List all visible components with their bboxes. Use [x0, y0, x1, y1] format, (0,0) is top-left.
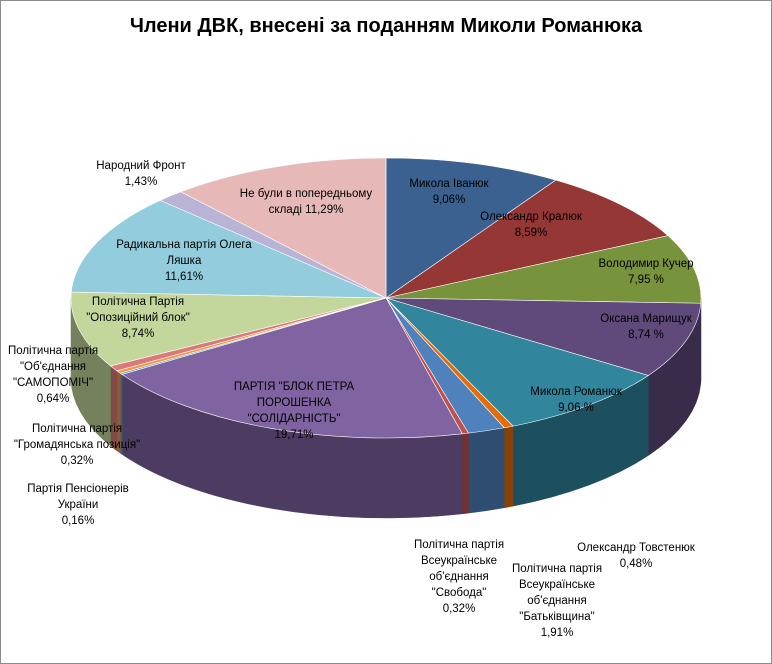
- category-name: Микола Романюк: [530, 386, 622, 398]
- value-label: 0,48%: [619, 558, 653, 570]
- value-label: 9,06%: [432, 194, 466, 206]
- value-label: 0,32%: [60, 455, 94, 467]
- slice-label: Микола Романюк 9,06 %: [511, 384, 641, 416]
- slice-label: Олександр Кралюк 8,59%: [466, 209, 596, 241]
- slice-label: Партія Пенсіонерів України 0,16%: [18, 481, 138, 529]
- slice-label: Радикальна партія Олега Ляшка 11,61%: [114, 237, 254, 285]
- slice-label: Не були в попередньому складі 11,29%: [226, 186, 386, 218]
- chart-title: Члени ДВК, внесені за поданням Миколи Ро…: [129, 15, 643, 37]
- slice-label: Політична партія Всеукраїнське об'єднанн…: [507, 561, 607, 641]
- category-name: Радикальна партія Олега Ляшка: [116, 239, 252, 267]
- category-name: Володимир Кучер: [598, 258, 694, 270]
- value-label: 7,95 %: [628, 274, 664, 286]
- slice: [385, 297, 650, 427]
- value-label: 8,74%: [121, 328, 155, 340]
- slice: [385, 179, 669, 299]
- category-name: Олександр Товстенюк: [577, 542, 695, 554]
- slice-label: Народний Фронт 1,43%: [81, 158, 201, 190]
- value-label: 9,06 %: [558, 402, 594, 414]
- value-label: 8,59%: [514, 227, 548, 239]
- slice: [385, 235, 702, 304]
- value-label: 0,16%: [61, 515, 95, 527]
- value-label: 11,29%: [305, 204, 344, 216]
- category-name: Політична партія Всеукраїнське об'єднанн…: [511, 563, 603, 623]
- category-name: Політична партія "Об'єднання "САМОПОМІЧ": [7, 345, 99, 389]
- slice: [70, 291, 387, 367]
- slice-side: [468, 427, 505, 514]
- slice-label: Політична партія "Об'єднання "САМОПОМІЧ"…: [3, 343, 103, 407]
- slice-label: ПАРТІЯ "БЛОК ПЕТРА ПОРОШЕНКА "СОЛІДАРНІС…: [219, 379, 369, 443]
- category-name: Політична партія "Громадянська позиція": [13, 423, 141, 451]
- category-name: Політична Партія "Опозиційний блок": [86, 296, 190, 324]
- value-label: 0,32%: [442, 603, 476, 615]
- value-label: 8,74 %: [628, 329, 664, 341]
- slice: [180, 157, 387, 299]
- value-label: 11,61%: [164, 271, 204, 283]
- slice: [70, 200, 387, 299]
- category-name: Народний Фронт: [96, 160, 186, 172]
- category-name: ПАРТІЯ "БЛОК ПЕТРА ПОРОШЕНКА "СОЛІДАРНІС…: [233, 381, 355, 425]
- slice: [121, 297, 463, 439]
- value-label: 0,64%: [36, 393, 70, 405]
- slice-label: Оксана Марищук 8,74 %: [581, 311, 711, 343]
- slice-label: Політична партія "Громадянська позиція" …: [2, 421, 152, 469]
- slice-label: Микола Іванюк 9,06%: [389, 176, 509, 208]
- category-name: Олександр Кралюк: [480, 211, 582, 223]
- slice-label: Політична Партія "Опозиційний блок" 8,74…: [68, 294, 208, 342]
- category-name: Микола Іванюк: [409, 178, 489, 190]
- slice: [385, 297, 702, 376]
- category-name: Політична партія Всеукраїнське об'єднанн…: [413, 539, 505, 599]
- slice-side: [503, 425, 514, 509]
- category-name: Партія Пенсіонерів України: [27, 483, 129, 511]
- slice-label: Володимир Кучер 7,95 %: [571, 256, 721, 288]
- slice-label: Політична партія Всеукраїнське об'єднанн…: [412, 537, 507, 617]
- category-name: Не були в попередньому складі: [239, 188, 373, 216]
- slice-side: [462, 432, 469, 515]
- slice: [385, 157, 557, 299]
- category-name: Оксана Марищук: [600, 313, 692, 325]
- value-label: 19,71%: [274, 429, 314, 441]
- slice-label: Олександр Товстенюк 0,48%: [561, 540, 711, 572]
- value-label: 1,43%: [124, 176, 158, 188]
- value-label: 1,91%: [540, 627, 574, 639]
